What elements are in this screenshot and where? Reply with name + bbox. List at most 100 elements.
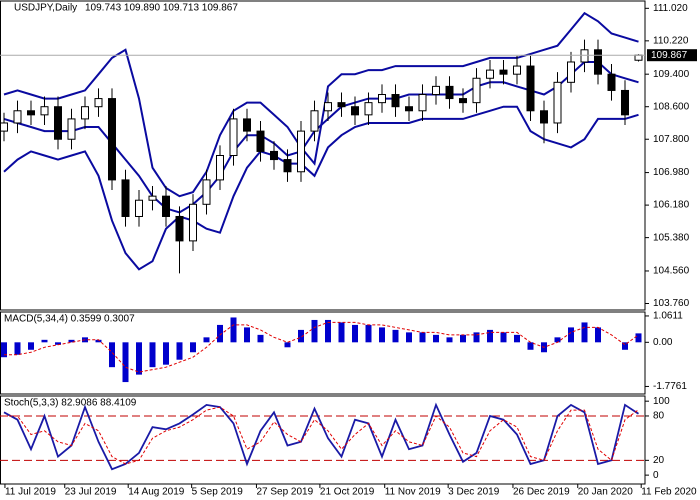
y-tick-label: 110.220 (653, 35, 689, 46)
y-tick-label: 105.380 (653, 232, 690, 243)
y-tick-label: 80 (653, 411, 665, 422)
panel-border (0, 395, 646, 485)
macd-bar (554, 337, 561, 343)
candle-body (243, 118, 251, 132)
x-tick-label: 21 Oct 2019 (320, 487, 375, 498)
macd-bar (500, 332, 507, 343)
candle-body (580, 49, 589, 63)
macd-bar (487, 329, 493, 343)
candle-body (324, 102, 332, 112)
bollinger-band (3, 105, 639, 271)
candle-body (94, 98, 103, 108)
x-tick-label: 5 Sep 2019 (192, 487, 244, 498)
macd-bar (176, 342, 183, 360)
candle-body (459, 98, 467, 104)
candle-body (256, 130, 265, 152)
y-tick-label: 103.760 (653, 298, 690, 309)
candle-body (405, 106, 413, 112)
candle-body (432, 85, 440, 96)
macd-bar (190, 342, 196, 353)
y-tick-label: -1.7761 (653, 381, 687, 392)
chart-title: MACD(5,34,4) 0.3599 0.3007 (4, 314, 135, 325)
candle-body (607, 73, 616, 91)
macd-bar (581, 322, 588, 343)
candle-body (135, 199, 143, 217)
y-tick-label: 111.020 (653, 3, 688, 14)
stoch-line (3, 402, 639, 471)
candle-body (337, 102, 346, 108)
candle-body (0, 122, 8, 132)
candle-body (229, 118, 238, 157)
candle-body (567, 61, 575, 83)
candle-body (364, 102, 373, 116)
candle-body (121, 179, 130, 217)
macd-bar (28, 342, 34, 350)
macd-bar (622, 342, 628, 350)
candle-body (175, 215, 184, 242)
candle-body (148, 195, 157, 201)
x-tick-label: 26 Dec 2019 (513, 487, 570, 498)
candle-body (310, 110, 319, 132)
macd-bar (95, 339, 102, 343)
candle-body (202, 179, 211, 205)
x-tick-label: 20 Jan 2020 (578, 487, 633, 498)
panel-border (0, 0, 646, 311)
macd-bar (230, 317, 237, 343)
candle-body (391, 94, 400, 108)
x-tick-label: 11 Jul 2019 (5, 487, 56, 498)
y-tick-label: 106.980 (653, 167, 690, 178)
x-tick-label: 14 Aug 2019 (128, 487, 185, 498)
macd-bar (595, 327, 601, 343)
macd-bar (460, 334, 466, 343)
macd-bar (122, 342, 129, 383)
macd-bar (311, 319, 318, 343)
candle-body (13, 110, 22, 124)
candle-body (540, 110, 548, 124)
macd-bar (325, 319, 331, 343)
candle-body (67, 118, 76, 140)
macd-bar (217, 324, 223, 343)
y-tick-label: 109.400 (653, 69, 690, 80)
y-tick-label: 107.800 (653, 134, 690, 145)
candle-body (54, 106, 62, 140)
x-tick-label: 3 Dec 2019 (448, 487, 500, 498)
macd-bar (109, 342, 115, 368)
y-tick-label: 1.0611 (653, 311, 683, 322)
x-tick-label: 27 Sep 2019 (256, 487, 313, 498)
macd-signal (4, 321, 639, 373)
candle-body (351, 106, 359, 116)
candle-body (216, 155, 224, 181)
macd-bar (635, 333, 642, 343)
candle-body (297, 130, 305, 173)
macd-bar (244, 327, 250, 343)
candle-body (270, 150, 278, 161)
macd-bar (433, 334, 439, 343)
macd-bar (1, 342, 7, 358)
chart-title: USDJPY,Daily (14, 3, 77, 14)
candle-body (472, 77, 481, 104)
macd-bar (352, 324, 358, 343)
y-tick-label: 0.00 (653, 337, 673, 348)
ohlc-values: 109.743 109.890 109.713 109.867 (85, 3, 238, 14)
macd-bar (338, 322, 345, 343)
macd-bar (379, 327, 385, 343)
chart-title: Stoch(5,3,3) 82.9086 88.4109 (4, 398, 137, 409)
y-tick-label: 108.600 (653, 101, 690, 112)
y-tick-label: 100 (653, 396, 670, 407)
macd-bar (527, 342, 534, 350)
macd-bar (365, 324, 372, 343)
y-tick-label: 106.180 (653, 200, 690, 211)
macd-bar (514, 334, 520, 343)
macd-bar (203, 337, 210, 343)
y-tick-label: 20 (653, 455, 665, 466)
candle-body (513, 65, 521, 75)
x-tick-label: 23 Jul 2019 (65, 487, 117, 498)
candle-body (189, 203, 197, 242)
macd-bar (392, 329, 399, 343)
macd-bar (14, 342, 21, 355)
x-tick-label: 11 Nov 2019 (385, 487, 441, 498)
last-price-box (647, 49, 697, 62)
macd-bar (68, 339, 75, 343)
candle-body (553, 81, 562, 124)
